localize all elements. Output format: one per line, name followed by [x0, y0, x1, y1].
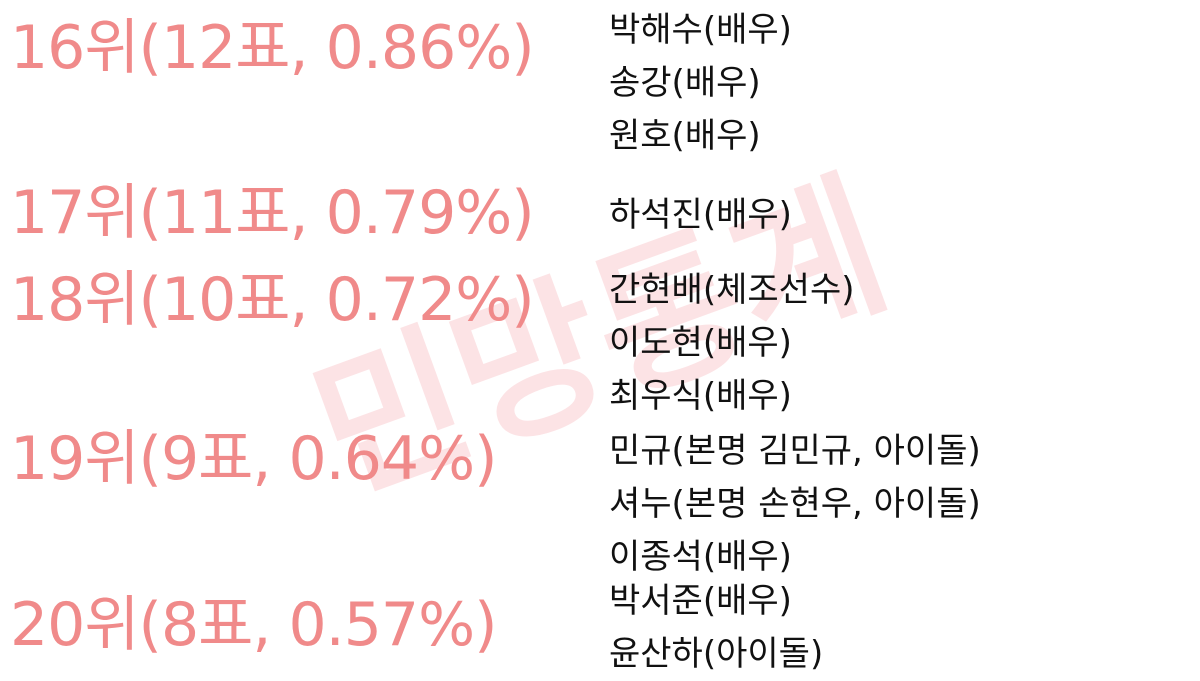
name-item: 윤산하(아이돌) — [609, 634, 824, 674]
rank-label-19: 19위(9표, 0.64%) — [10, 424, 497, 494]
name-list-17: 하석진(배우) — [609, 189, 792, 242]
name-item: 송강(배우) — [609, 63, 761, 103]
name-item: 박서준(배우) — [609, 581, 792, 621]
name-item: 박해수(배우) — [609, 10, 792, 50]
rank-label-16: 16위(12표, 0.86%) — [10, 13, 535, 83]
name-item: 원호(배우) — [609, 116, 761, 156]
name-list-19: 민규(본명 김민규, 아이돌) 셔누(본명 손현우, 아이돌) 이종석(배우) — [609, 425, 981, 584]
rank-label-18: 18위(10표, 0.72%) — [10, 265, 535, 335]
name-item: 간현배(체조선수) — [609, 270, 855, 310]
name-list-18: 간현배(체조선수) 이도현(배우) 최우식(배우) — [609, 264, 855, 423]
name-list-16: 박해수(배우) 송강(배우) 원호(배우) — [609, 4, 792, 163]
name-list-20: 박서준(배우) 윤산하(아이돌) — [609, 575, 823, 681]
name-item: 셔누(본명 손현우, 아이돌) — [609, 484, 981, 524]
name-item: 이종석(배우) — [609, 537, 792, 577]
name-item: 최우식(배우) — [609, 376, 792, 416]
rank-label-17: 17위(11표, 0.79%) — [10, 178, 535, 248]
name-item: 이도현(배우) — [609, 323, 792, 363]
rank-label-20: 20위(8표, 0.57%) — [10, 590, 497, 660]
name-item: 하석진(배우) — [609, 195, 792, 235]
name-item: 민규(본명 김민규, 아이돌) — [609, 431, 981, 471]
